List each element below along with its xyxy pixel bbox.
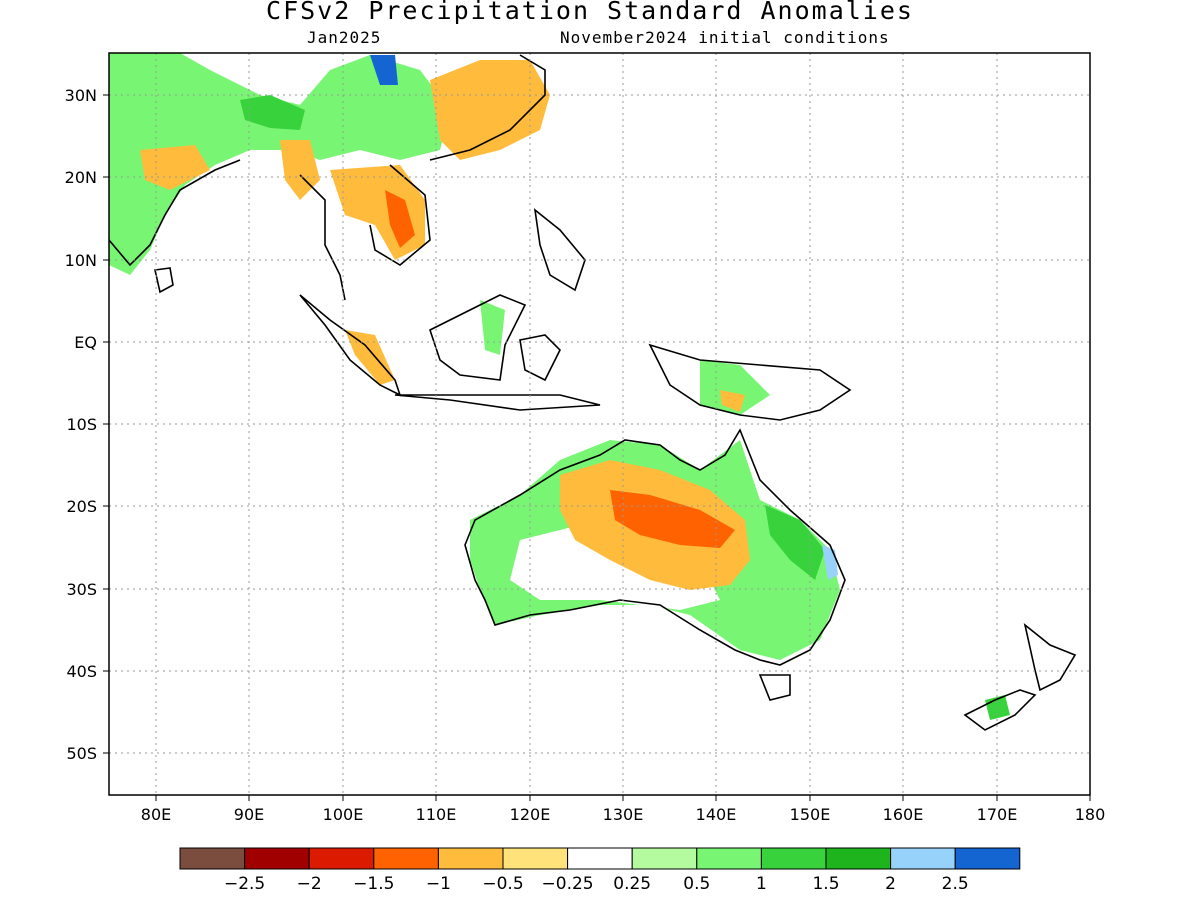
- lon-tick-label: 120E: [510, 805, 551, 824]
- coast-borneo: [429, 294, 527, 381]
- page-title: CFSv2 Precipitation Standard Anomalies: [266, 0, 914, 25]
- lon-tick-label: 180: [1075, 805, 1106, 824]
- anomaly-darkgreen-tibet: [240, 95, 305, 130]
- colorbar-label: 2: [885, 874, 896, 894]
- coast-newzealand-north: [1023, 622, 1077, 692]
- anomaly-green-borneo: [480, 300, 505, 355]
- anomaly-green-india: [109, 53, 450, 275]
- coast-australia: [464, 428, 846, 666]
- coast-srilanka: [154, 267, 174, 294]
- tick-marks: [103, 94, 1091, 801]
- coast-indochina: [299, 164, 431, 301]
- coast-java: [394, 394, 601, 411]
- colorbar-swatch: [373, 847, 439, 870]
- init-conditions: November2024 initial conditions: [560, 28, 890, 47]
- anomaly-red-australia: [610, 490, 735, 548]
- colorbar-swatch: [567, 847, 633, 870]
- lon-tick-label: 140E: [696, 805, 737, 824]
- lon-tick-label: 100E: [323, 805, 364, 824]
- colorbar-label: 1.5: [812, 874, 839, 894]
- lon-tick-label: 90E: [234, 805, 264, 824]
- lat-tick-labels: 30N 20N 10N EQ 10S 20S 30S 40S 50S: [65, 86, 97, 763]
- colorbar-label: −0.5: [482, 874, 523, 894]
- coast-newguinea: [648, 343, 852, 421]
- anomaly-orange-indochina: [330, 165, 425, 260]
- colorbar-swatch: [631, 847, 698, 870]
- anomaly-white-australia: [510, 520, 720, 610]
- anomaly-darkgreen-east-aus: [765, 505, 825, 580]
- colorbar-label: 1: [756, 874, 767, 894]
- lon-tick-labels: 80E 90E 100E 110E 120E 130E 140E 150E 16…: [141, 805, 1106, 824]
- colorbar-swatch: [760, 847, 827, 870]
- colorbar-swatch: [696, 847, 762, 870]
- coastlines: [109, 54, 1077, 731]
- colorbar-swatch: [890, 847, 956, 870]
- gridlines: [109, 53, 1090, 795]
- valid-month: Jan2025: [307, 28, 382, 47]
- colorbar-swatch: [244, 847, 310, 870]
- colorbar-label: −1.5: [353, 874, 394, 894]
- lon-tick-label: 110E: [416, 805, 457, 824]
- colorbar-label: −1: [426, 874, 451, 894]
- colorbar-swatch: [179, 847, 246, 870]
- coast-philippines: [533, 208, 586, 292]
- colorbar-label: −0.25: [542, 874, 594, 894]
- plot-frame: [108, 52, 1091, 796]
- lon-tick-label: 130E: [603, 805, 644, 824]
- colorbar-swatch: [502, 847, 569, 870]
- coast-sulawesi: [519, 334, 561, 382]
- colorbar-label: −2: [297, 874, 322, 894]
- coast-india: [109, 159, 241, 267]
- lat-tick-label: 40S: [66, 662, 97, 681]
- lat-tick-label: EQ: [74, 333, 97, 352]
- colorbar-label: −2.5: [224, 874, 265, 894]
- anomaly-red-indochina: [385, 190, 415, 248]
- colorbar-label: 2.5: [942, 874, 969, 894]
- colorbar-swatch: [308, 847, 375, 870]
- lon-tick-label: 80E: [141, 805, 171, 824]
- colorbar-swatch: [954, 847, 1021, 870]
- lon-tick-label: 150E: [790, 805, 831, 824]
- anomaly-field: [109, 53, 1010, 720]
- anomaly-orange-sumatra: [345, 330, 395, 385]
- anomaly-blue-north: [370, 55, 398, 85]
- lat-tick-label: 50S: [66, 744, 97, 763]
- lon-tick-label: 160E: [883, 805, 924, 824]
- lat-tick-label: 30N: [65, 86, 97, 105]
- lat-tick-label: 20N: [65, 168, 97, 187]
- lat-tick-label: 10S: [66, 415, 97, 434]
- lon-tick-label: 170E: [977, 805, 1018, 824]
- colorbar-swatch: [437, 847, 504, 870]
- anomaly-orange-india: [140, 145, 210, 190]
- anomaly-orange-china: [430, 60, 550, 160]
- colorbar-label: 0.25: [613, 874, 651, 894]
- colorbar-swatch: [825, 847, 892, 870]
- coast-china: [429, 54, 546, 161]
- colorbar: −2.5 −2 −1.5 −1 −0.5 −0.25 0.25 0.5 1 1.5 2 2.5: [179, 847, 1021, 894]
- anomaly-green-png: [700, 360, 770, 415]
- coast-newzealand-south: [963, 689, 1037, 731]
- anomaly-orange-png: [720, 390, 745, 412]
- colorbar-label: 0.5: [683, 874, 710, 894]
- coast-tasmania: [758, 674, 791, 701]
- lat-tick-label: 20S: [66, 497, 97, 516]
- lat-tick-label: 30S: [66, 580, 97, 599]
- lat-tick-label: 10N: [65, 251, 97, 270]
